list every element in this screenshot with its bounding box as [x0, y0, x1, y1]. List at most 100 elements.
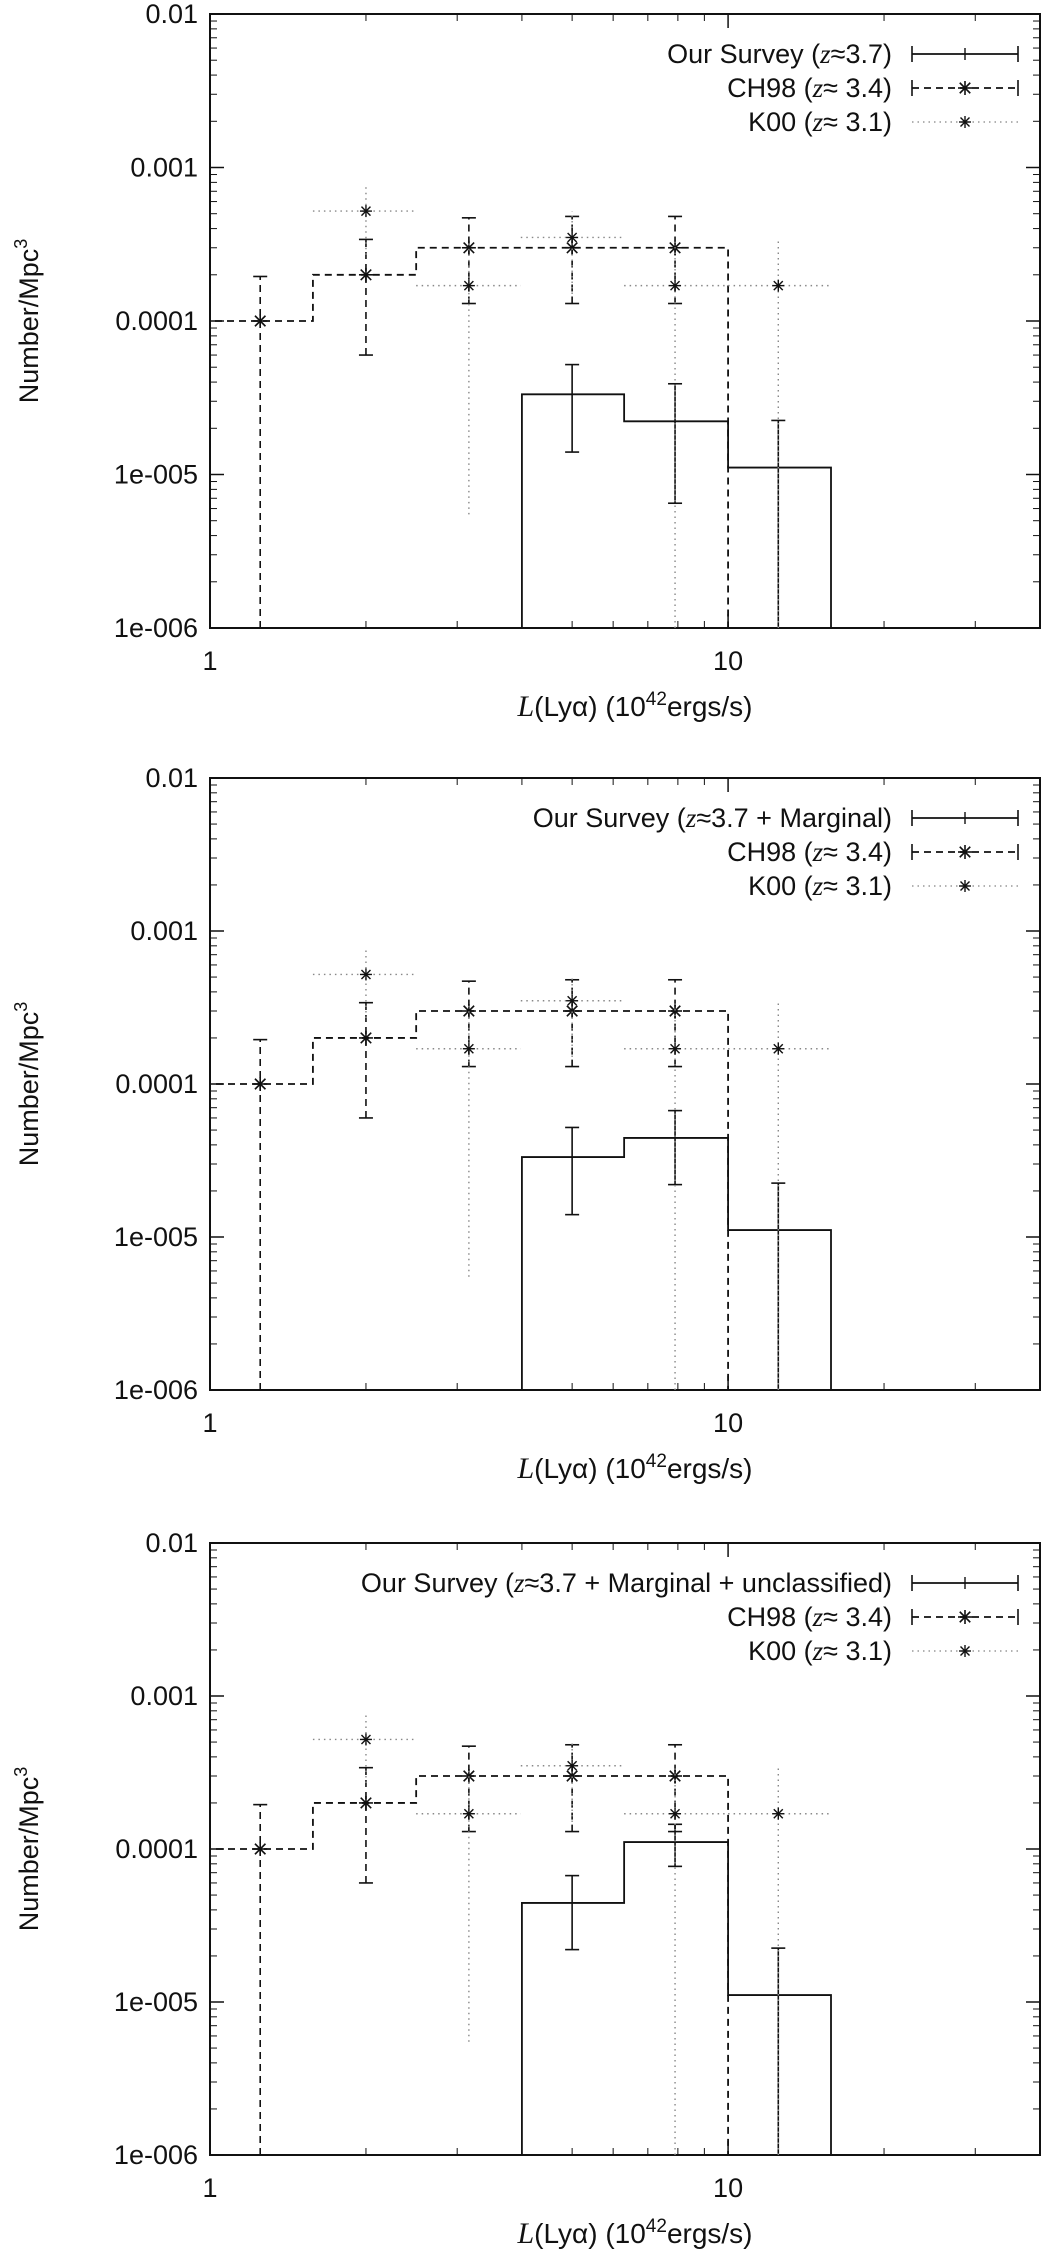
series-dotted-points: [312, 947, 832, 1390]
y-tick-label: 0.0001: [115, 1069, 198, 1099]
y-tick-label: 1e-006: [114, 2140, 198, 2170]
x-axis-label-unit: (10: [605, 1453, 645, 1484]
x-axis-label-unit: (10: [605, 691, 645, 722]
star-marker: [462, 1042, 475, 1055]
y-tick-label: 1e-006: [114, 613, 198, 643]
x-axis-label-L: L: [516, 1452, 534, 1485]
star-marker: [565, 240, 580, 255]
series-dotted-points: [312, 1712, 832, 2155]
x-axis-label-exp: 42: [646, 1451, 667, 1472]
star-marker: [253, 314, 268, 328]
legend-label-z: z: [685, 803, 697, 833]
series-solid-histogram: [521, 1823, 832, 2155]
legend-label-suffix: ≈ 3.1): [823, 107, 892, 137]
y-tick-label: 0.01: [145, 0, 198, 29]
legend-label-z: z: [513, 1568, 525, 1598]
x-tick-label: 10: [713, 646, 743, 676]
legend-label: Our Survey (z≈3.7 + Marginal + unclassif…: [361, 1568, 892, 1598]
plot-area: [210, 1712, 832, 2155]
star-marker: [959, 1645, 971, 1657]
x-tick-label: 1: [202, 646, 217, 676]
star-marker: [772, 1042, 785, 1055]
legend-label-suffix: ≈ 3.1): [823, 1636, 892, 1666]
legend-label: CH98 (z≈ 3.4): [727, 73, 892, 103]
legend-label: K00 (z≈ 3.1): [748, 107, 892, 137]
legend-label-suffix: ≈3.7): [831, 39, 892, 69]
legend-label: Our Survey (z≈3.7): [667, 39, 892, 69]
x-tick-label: 1: [202, 2173, 217, 2203]
legend-label-suffix: ≈ 3.4): [823, 1602, 892, 1632]
legend-label: CH98 (z≈ 3.4): [727, 837, 892, 867]
star-marker: [772, 1807, 785, 1820]
legend-label-z: z: [812, 1602, 824, 1632]
plot-area: [210, 947, 832, 1390]
x-axis-label-unit: (10: [605, 2218, 645, 2249]
legend-label-z: z: [812, 107, 824, 137]
legend-label-suffix: ≈3.7 + Marginal): [696, 803, 892, 833]
legend-label-z: z: [812, 73, 824, 103]
legend-label-prefix: Our Survey (: [533, 803, 686, 833]
x-tick-label: 10: [713, 2173, 743, 2203]
x-axis-label-lya: (Lyα): [534, 1453, 597, 1484]
star-marker: [959, 880, 971, 892]
star-marker: [959, 116, 971, 128]
y-tick-label: 0.0001: [115, 306, 198, 336]
legend-label-z: z: [812, 871, 824, 901]
y-axis-label-text: Number/Mpc: [14, 249, 44, 404]
star-marker: [461, 240, 476, 255]
y-axis-label-text: Number/Mpc: [14, 1012, 44, 1167]
histogram-outline: [210, 1010, 729, 1390]
legend-label: K00 (z≈ 3.1): [748, 871, 892, 901]
x-axis-label-tail: ergs/s): [667, 1453, 753, 1484]
series-solid-histogram: [521, 1109, 832, 1390]
star-marker: [359, 205, 372, 218]
star-marker: [566, 1759, 579, 1772]
x-axis-label-L: L: [516, 2217, 534, 2250]
plot-area: [210, 184, 832, 628]
plot-frame: [209, 777, 1041, 1391]
y-tick-label: 0.01: [145, 763, 198, 793]
y-axis-label: Number/Mpc3: [11, 239, 44, 404]
x-axis-label: L(Lyα) (1042ergs/s): [516, 2216, 752, 2250]
legend-label-prefix: CH98 (: [727, 1602, 813, 1632]
legend-label-z: z: [812, 837, 824, 867]
y-tick-label: 1e-005: [114, 1222, 198, 1252]
y-tick-label: 1e-005: [114, 460, 198, 490]
x-axis-label-L: L: [516, 690, 534, 723]
y-axis-label-exp: 3: [11, 239, 31, 249]
y-tick-label: 0.0001: [115, 1834, 198, 1864]
star-marker: [772, 279, 785, 292]
star-marker: [358, 1030, 373, 1045]
y-tick-label: 0.01: [145, 1528, 198, 1558]
legend-label-suffix: ≈ 3.4): [823, 73, 892, 103]
star-marker: [668, 1769, 683, 1784]
histogram-outline: [521, 393, 832, 628]
star-marker: [253, 1842, 268, 1856]
legend: Our Survey (z≈3.7 + Marginal + unclassif…: [361, 1568, 1019, 1666]
y-tick-label: 0.001: [130, 153, 198, 183]
x-axis-label-exp: 42: [646, 689, 667, 710]
series-dotted-points: [312, 184, 832, 628]
y-axis-label-exp: 3: [11, 1002, 31, 1012]
y-tick-label: 1e-005: [114, 1987, 198, 2017]
x-tick-label: 10: [713, 1408, 743, 1438]
y-tick-label: 0.001: [130, 1681, 198, 1711]
star-marker: [253, 1077, 268, 1091]
star-marker: [958, 81, 972, 95]
legend-label-prefix: K00 (: [748, 1636, 813, 1666]
x-axis-label-lya: (Lyα): [534, 2218, 597, 2249]
star-marker: [669, 1042, 682, 1055]
series-solid-histogram: [521, 363, 832, 628]
x-tick-label: 1: [202, 1408, 217, 1438]
star-marker: [462, 279, 475, 292]
plot-frame: [209, 13, 1041, 629]
star-marker: [462, 1807, 475, 1820]
y-tick-label: 0.001: [130, 916, 198, 946]
star-marker: [566, 231, 579, 244]
series-dashed-histogram: [210, 978, 729, 1390]
histogram-outline: [210, 1775, 729, 2155]
star-marker: [358, 267, 373, 282]
x-axis-label: L(Lyα) (1042ergs/s): [516, 689, 752, 723]
star-marker: [669, 1807, 682, 1820]
